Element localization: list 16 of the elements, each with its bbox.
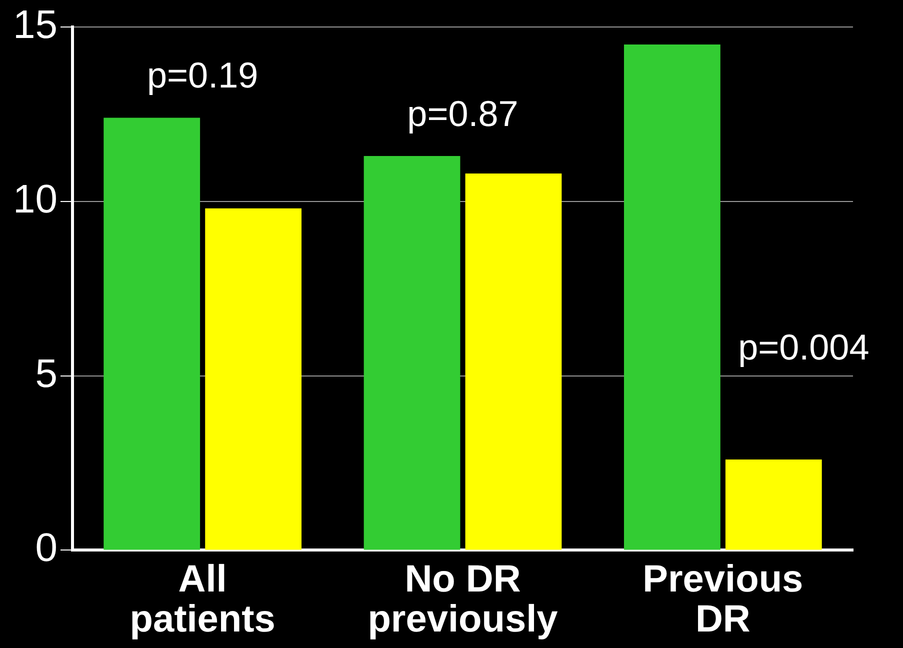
y-tick-label: 5 [35, 352, 58, 396]
bar [364, 156, 460, 550]
annotation: p=0.004 [738, 326, 870, 368]
bar [465, 173, 562, 550]
bar [104, 118, 200, 550]
bar [205, 208, 302, 550]
y-tick-label: 15 [12, 3, 58, 48]
x-tick-label: Previous DR [642, 558, 804, 641]
bar [725, 460, 822, 550]
annotation: p=0.87 [407, 92, 518, 134]
y-tick-label: 0 [35, 526, 58, 570]
bar [624, 44, 720, 550]
y-tick-label: 10 [12, 177, 58, 222]
x-tick-label: No DR previously [368, 558, 558, 641]
x-tick-label: All patients [130, 558, 276, 641]
annotation: p=0.19 [147, 54, 258, 96]
